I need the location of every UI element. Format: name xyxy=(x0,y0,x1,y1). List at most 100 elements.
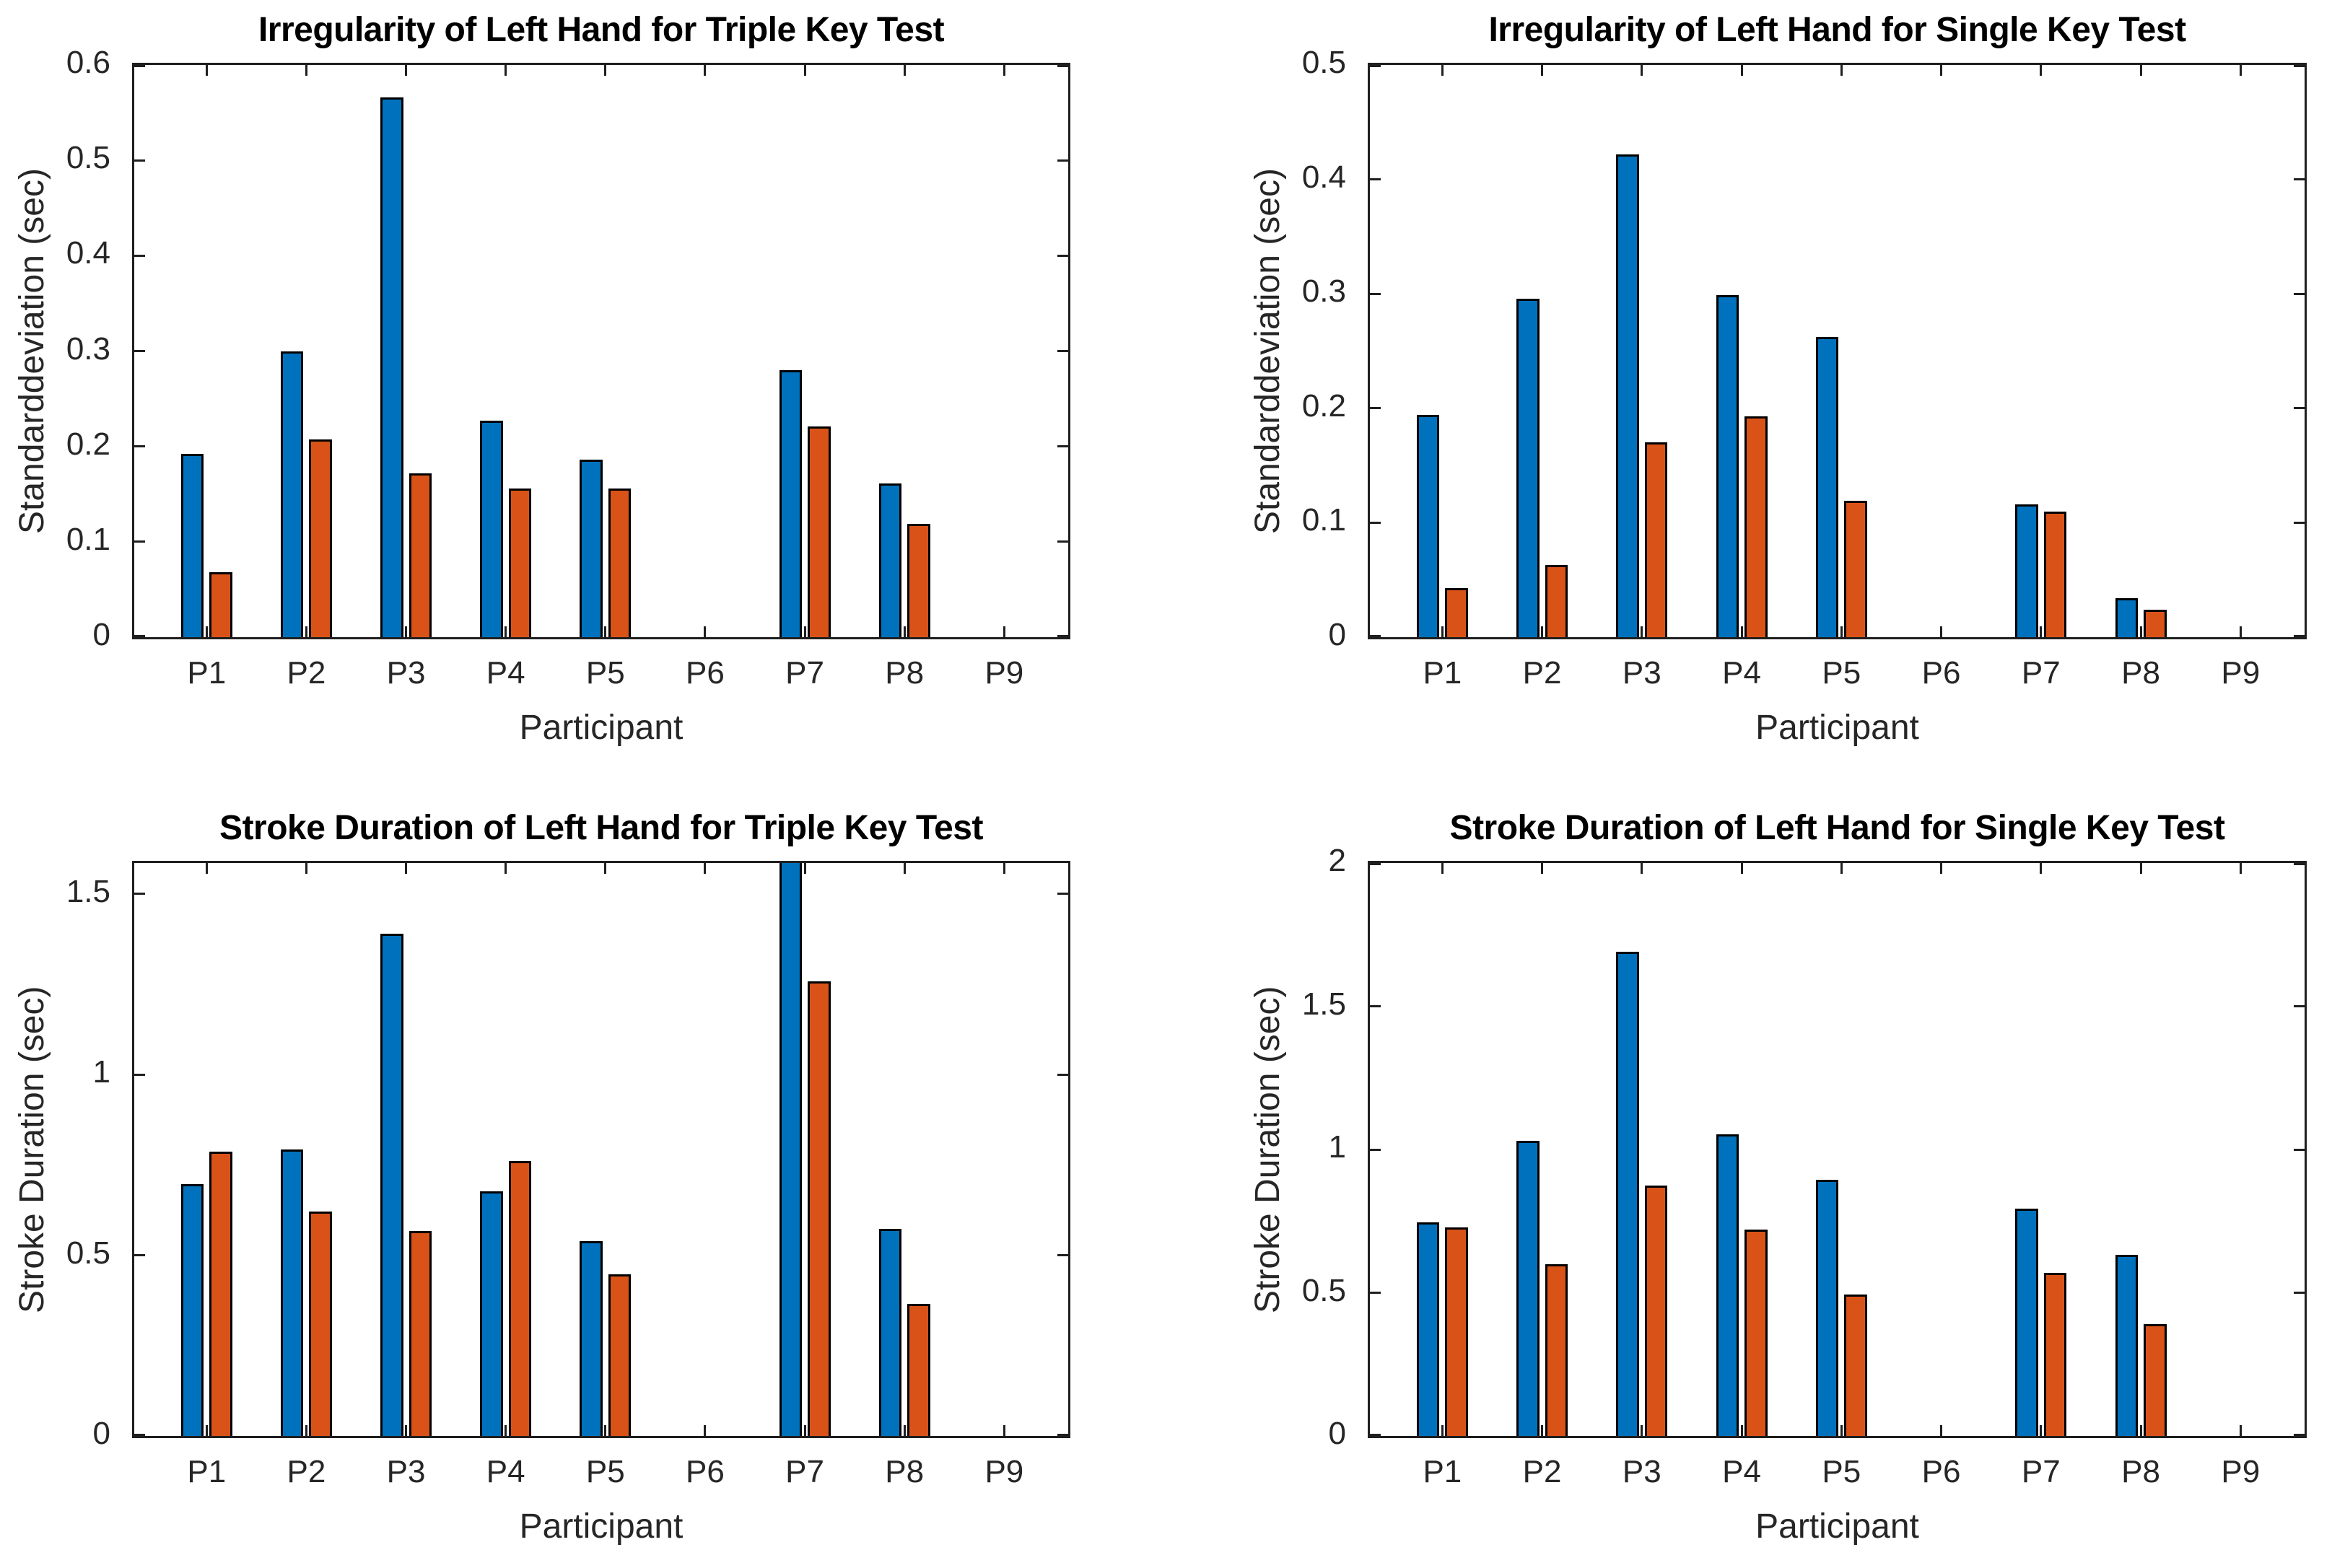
bar-blue-P1 xyxy=(1416,1222,1440,1436)
y-tick-mark xyxy=(1370,1292,1381,1294)
x-tick-mark xyxy=(2040,65,2043,76)
x-tick-mark xyxy=(604,1425,607,1436)
y-tick-mark xyxy=(134,65,145,67)
bar-orange-P3 xyxy=(1644,1186,1668,1436)
x-tick-label: P8 xyxy=(885,1454,925,1489)
bar-orange-P3 xyxy=(409,473,432,637)
x-tick-label: P5 xyxy=(1822,1454,1861,1489)
y-tick-mark xyxy=(2294,65,2305,67)
y-tick-label: 1.5 xyxy=(1301,986,1346,1022)
x-tick-mark xyxy=(1003,65,1005,76)
chart-title: Stroke Duration of Left Hand for Triple … xyxy=(219,809,983,847)
bar-orange-P7 xyxy=(2043,511,2067,637)
bar-blue-P4 xyxy=(1716,294,1739,637)
y-tick-mark xyxy=(2294,863,2305,865)
x-tick-label: P9 xyxy=(984,1454,1024,1489)
x-tick-mark xyxy=(1541,626,1544,637)
x-tick-mark xyxy=(1740,863,1743,874)
bar-orange-P5 xyxy=(608,488,632,637)
y-tick-mark xyxy=(2294,521,2305,524)
y-tick-mark xyxy=(1370,65,1381,67)
x-tick-mark xyxy=(505,626,507,637)
x-tick-label: P8 xyxy=(2121,1454,2160,1489)
bar-orange-P3 xyxy=(409,1230,432,1436)
x-tick-label: P3 xyxy=(1622,1454,1661,1489)
x-tick-label: P4 xyxy=(486,1454,525,1489)
x-tick-mark xyxy=(803,1425,806,1436)
x-tick-mark xyxy=(803,863,806,874)
x-tick-mark xyxy=(2239,65,2242,76)
x-tick-mark xyxy=(1641,626,1643,637)
x-tick-mark xyxy=(1940,626,1943,637)
y-tick-mark xyxy=(1370,635,1381,637)
x-tick-mark xyxy=(803,65,806,76)
x-tick-label: P1 xyxy=(1423,655,1462,691)
y-tick-mark xyxy=(1057,893,1068,895)
y-tick-label: 2 xyxy=(1328,843,1346,878)
y-tick-mark xyxy=(1370,863,1381,865)
y-axis-label: Stroke Duration (sec) xyxy=(13,986,51,1313)
x-tick-mark xyxy=(205,626,208,637)
bar-orange-P5 xyxy=(1844,501,1867,637)
x-tick-mark xyxy=(704,863,707,874)
bar-orange-P1 xyxy=(209,1151,232,1436)
x-tick-label: P9 xyxy=(984,655,1024,691)
x-tick-label: P5 xyxy=(585,1454,625,1489)
bar-blue-P8 xyxy=(2115,1254,2139,1436)
x-tick-mark xyxy=(1441,863,1444,874)
bar-blue-P5 xyxy=(580,1240,603,1436)
x-tick-mark xyxy=(1740,626,1743,637)
x-tick-label: P8 xyxy=(2121,655,2160,691)
x-tick-mark xyxy=(1441,1425,1444,1436)
x-tick-mark xyxy=(1541,863,1544,874)
x-axis-label: Participant xyxy=(1755,1507,1919,1546)
y-tick-mark xyxy=(2294,635,2305,637)
y-tick-mark xyxy=(134,254,145,257)
x-tick-label: P1 xyxy=(1423,1454,1462,1489)
y-tick-mark xyxy=(1057,635,1068,637)
chart-title: Irregularity of Left Hand for Single Key… xyxy=(1488,11,2186,49)
x-axis-label: Participant xyxy=(1755,709,1919,747)
x-tick-mark xyxy=(2239,626,2242,637)
bar-blue-P1 xyxy=(180,454,204,637)
bar-orange-P8 xyxy=(2144,609,2167,637)
bar-orange-P7 xyxy=(808,981,831,1436)
y-tick-mark xyxy=(2294,1292,2305,1294)
x-tick-label: P4 xyxy=(1722,655,1761,691)
y-tick-mark xyxy=(1057,445,1068,448)
x-tick-mark xyxy=(903,65,906,76)
bar-blue-P2 xyxy=(280,351,304,637)
x-tick-label: P3 xyxy=(386,1454,426,1489)
plot-area xyxy=(1368,861,2307,1438)
y-tick-mark xyxy=(134,350,145,352)
x-tick-mark xyxy=(803,626,806,637)
x-tick-label: P5 xyxy=(585,655,625,691)
x-tick-mark xyxy=(1840,65,1843,76)
y-tick-mark xyxy=(1057,1434,1068,1436)
y-tick-mark xyxy=(134,159,145,162)
y-tick-label: 0.5 xyxy=(1301,1272,1346,1308)
y-tick-mark xyxy=(1057,65,1068,67)
bar-blue-P1 xyxy=(1416,415,1440,637)
x-tick-mark xyxy=(1441,626,1444,637)
y-tick-mark xyxy=(134,540,145,543)
plot-area xyxy=(132,861,1070,1438)
x-tick-mark xyxy=(1541,65,1544,76)
y-tick-mark xyxy=(1057,254,1068,257)
y-tick-label: 1 xyxy=(92,1054,110,1090)
y-tick-label: 0.2 xyxy=(66,426,110,462)
x-tick-mark xyxy=(1940,863,1943,874)
y-tick-mark xyxy=(1370,521,1381,524)
x-tick-mark xyxy=(2040,863,2043,874)
x-tick-mark xyxy=(704,626,707,637)
y-tick-label: 0.5 xyxy=(66,140,110,176)
x-tick-label: P9 xyxy=(2221,1454,2261,1489)
x-tick-mark xyxy=(305,863,307,874)
x-tick-mark xyxy=(2139,65,2142,76)
x-tick-mark xyxy=(2139,1425,2142,1436)
bar-orange-P4 xyxy=(1744,416,1768,637)
y-tick-mark xyxy=(134,1073,145,1076)
x-tick-label: P7 xyxy=(785,655,824,691)
x-tick-label: P3 xyxy=(1622,655,1661,691)
y-tick-mark xyxy=(1057,1073,1068,1076)
